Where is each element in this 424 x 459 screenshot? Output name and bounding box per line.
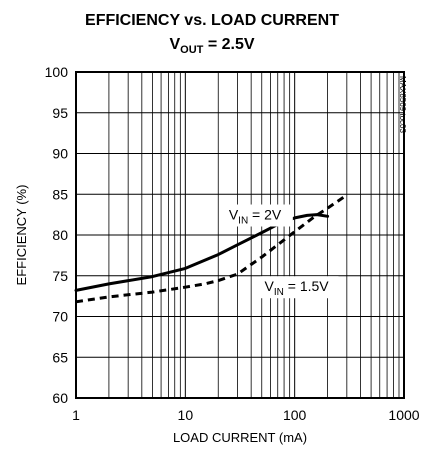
chart-subtitle: VOUT = 2.5V bbox=[169, 36, 254, 56]
x-tick-label: 10 bbox=[178, 407, 194, 423]
annotation-vin-2v-prefix: V bbox=[229, 207, 239, 223]
annotation-vin-2v: VIN = 2V bbox=[229, 207, 282, 227]
subtitle-prefix: V bbox=[169, 36, 180, 53]
series-group bbox=[74, 193, 348, 304]
x-tick-label: 1000 bbox=[388, 407, 419, 423]
y-tick-label: 85 bbox=[52, 186, 68, 202]
annotation-vin-1-5v-subscript: IN bbox=[274, 287, 284, 298]
y-tick-label: 60 bbox=[52, 390, 68, 406]
y-tick-label: 65 bbox=[52, 349, 68, 365]
plot-frame bbox=[75, 71, 405, 399]
y-tick-label: 90 bbox=[52, 146, 68, 162]
subtitle-suffix: = 2.5V bbox=[203, 36, 254, 53]
x-axis-label: LOAD CURRENT (mA) bbox=[173, 430, 307, 445]
series-line-vin-1-5v bbox=[75, 193, 348, 304]
series-line-vin-2v bbox=[74, 213, 330, 292]
annotation-vin-1-5v-suffix: = 1.5V bbox=[284, 278, 329, 294]
annotation-vin-1-5v-prefix: V bbox=[265, 278, 275, 294]
tick-labels: 1 10 100 1000 60 65 70 75 80 85 90 95 100 bbox=[45, 64, 420, 423]
subtitle-subscript: OUT bbox=[180, 44, 204, 56]
part-number: MAX8569 toc03 bbox=[398, 76, 407, 133]
y-axis-label: EFFICIENCY (%) bbox=[14, 185, 29, 286]
chart-title-group: EFFICIENCY vs. LOAD CURRENT VOUT = 2.5V bbox=[85, 12, 339, 56]
y-tick-label: 75 bbox=[52, 268, 68, 284]
y-tick-label: 80 bbox=[52, 227, 68, 243]
y-tick-label: 95 bbox=[52, 105, 68, 121]
grid-lines bbox=[76, 72, 404, 398]
annotation-vin-2v-subscript: IN bbox=[238, 216, 248, 227]
annotation-vin-2v-bg bbox=[224, 204, 293, 227]
x-tick-label: 100 bbox=[283, 407, 307, 423]
x-tick-label: 1 bbox=[72, 407, 80, 423]
y-tick-label: 70 bbox=[52, 309, 68, 325]
annotation-vin-1-5v: VIN = 1.5V bbox=[265, 278, 330, 298]
annotation-vin-1-5v-bg bbox=[260, 276, 339, 299]
annotation-vin-2v-suffix: = 2V bbox=[248, 207, 282, 223]
y-tick-label: 100 bbox=[45, 64, 69, 80]
chart-title: EFFICIENCY vs. LOAD CURRENT bbox=[85, 12, 339, 29]
